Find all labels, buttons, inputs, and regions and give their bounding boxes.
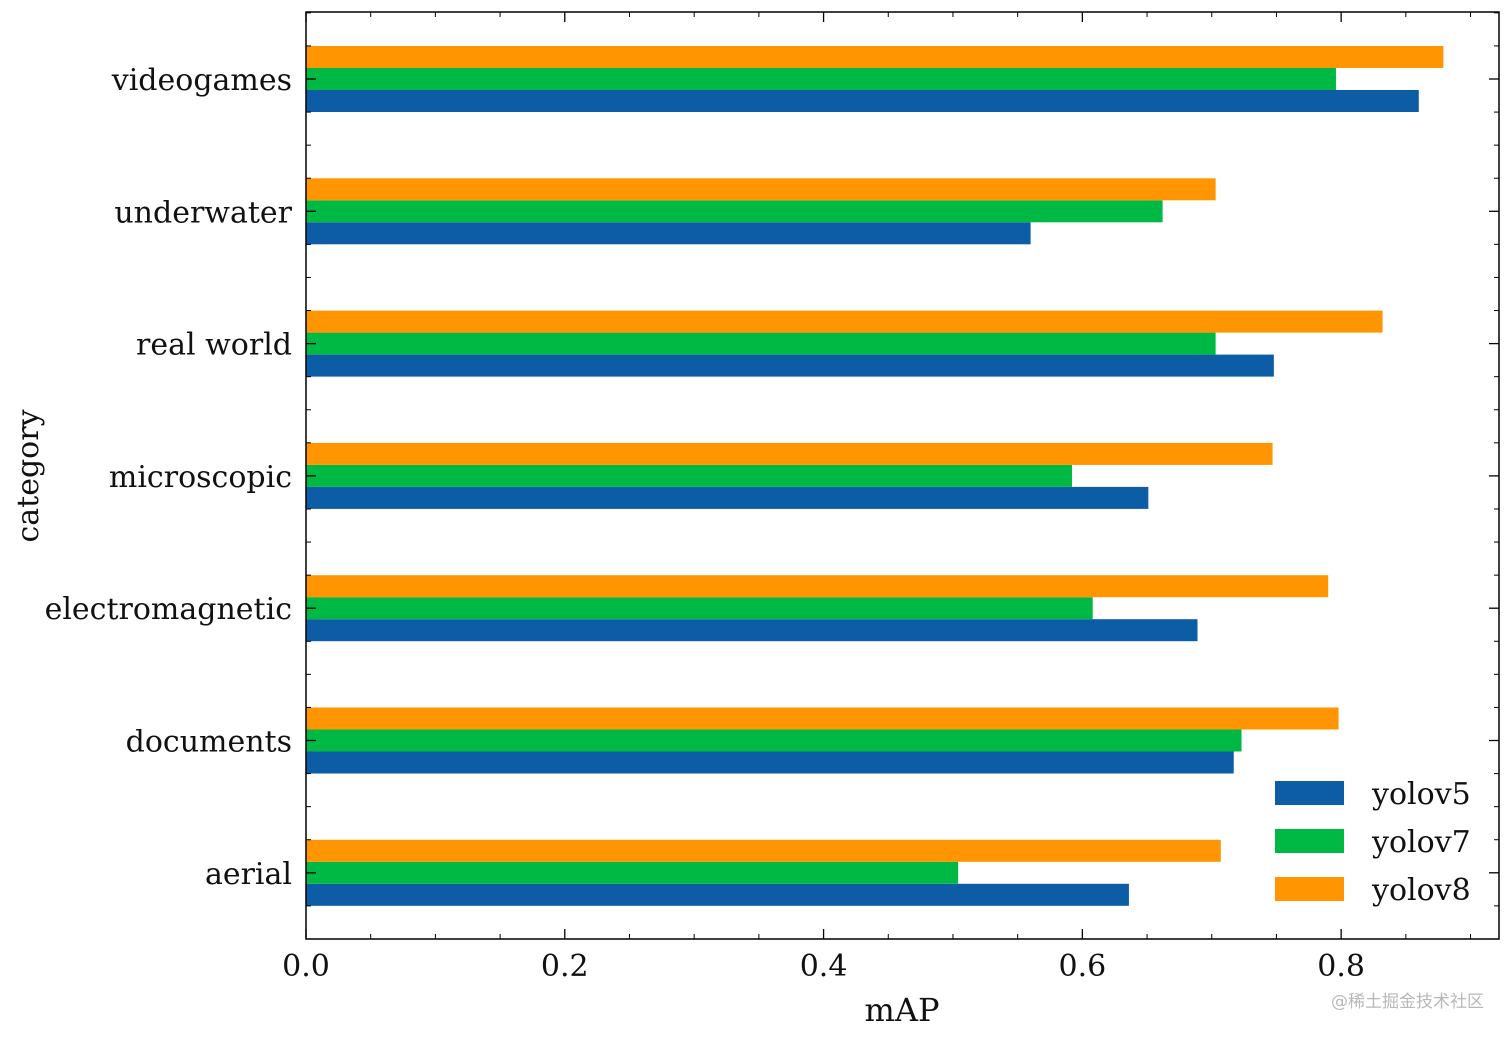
x-tick-label: 0.4 bbox=[800, 949, 848, 984]
bar-yolov7-microscopic bbox=[306, 464, 1073, 487]
y-axis-label: category bbox=[11, 409, 46, 542]
bar-yolov7-real-world bbox=[306, 332, 1216, 355]
y-tick-label: videogames bbox=[111, 63, 292, 98]
legend-label-yolov5: yolov5 bbox=[1371, 777, 1471, 812]
y-tick-label: real world bbox=[136, 328, 292, 363]
x-tick-label: 0.0 bbox=[282, 949, 330, 984]
bar-yolov5-real-world bbox=[306, 354, 1274, 377]
bar-yolov8-real-world bbox=[306, 310, 1383, 333]
legend-label-yolov7: yolov7 bbox=[1371, 825, 1471, 860]
bar-yolov5-underwater bbox=[306, 222, 1031, 245]
legend: yolov5 yolov7 yolov8 bbox=[1275, 777, 1471, 908]
bar-yolov8-electromagnetic bbox=[306, 575, 1329, 598]
bars bbox=[306, 46, 1444, 906]
bar-yolov5-documents bbox=[306, 751, 1234, 774]
plot-frame bbox=[305, 11, 1500, 940]
y-tick-label: aerial bbox=[205, 857, 292, 892]
bar-yolov5-videogames bbox=[306, 90, 1419, 112]
bar-yolov7-videogames bbox=[306, 68, 1336, 90]
bar-yolov8-microscopic bbox=[306, 442, 1273, 465]
tick-labels: videogames underwater real world microscopi… bbox=[45, 63, 1365, 984]
legend-label-yolov8: yolov8 bbox=[1371, 873, 1471, 908]
bar-yolov8-documents bbox=[306, 707, 1339, 730]
y-tick-label: microscopic bbox=[109, 460, 292, 495]
bar-yolov8-videogames bbox=[306, 46, 1444, 68]
legend-swatch-yolov5 bbox=[1275, 781, 1344, 805]
bar-yolov7-electromagnetic bbox=[306, 597, 1093, 620]
bar-yolov7-aerial bbox=[306, 861, 959, 884]
bar-yolov5-microscopic bbox=[306, 486, 1149, 509]
x-tick-label: 0.2 bbox=[541, 949, 589, 984]
watermark: @稀土掘金技术社区 bbox=[1331, 992, 1484, 1012]
y-tick-label: documents bbox=[126, 725, 292, 760]
legend-swatch-yolov8 bbox=[1275, 877, 1344, 901]
bar-yolov5-aerial bbox=[306, 883, 1129, 906]
bar-yolov8-aerial bbox=[306, 839, 1221, 862]
x-tick-label: 0.8 bbox=[1317, 949, 1365, 984]
x-tick-label: 0.6 bbox=[1058, 949, 1106, 984]
legend-swatch-yolov7 bbox=[1275, 829, 1344, 853]
y-tick-label: electromagnetic bbox=[45, 592, 292, 627]
bar-yolov7-documents bbox=[306, 729, 1242, 752]
bar-yolov7-underwater bbox=[306, 200, 1163, 223]
y-tick-label: underwater bbox=[114, 195, 292, 230]
x-axis-label: mAP bbox=[865, 991, 940, 1029]
bar-yolov8-underwater bbox=[306, 178, 1216, 201]
bar-yolov5-electromagnetic bbox=[306, 619, 1198, 642]
axis-ticks bbox=[305, 12, 1499, 940]
